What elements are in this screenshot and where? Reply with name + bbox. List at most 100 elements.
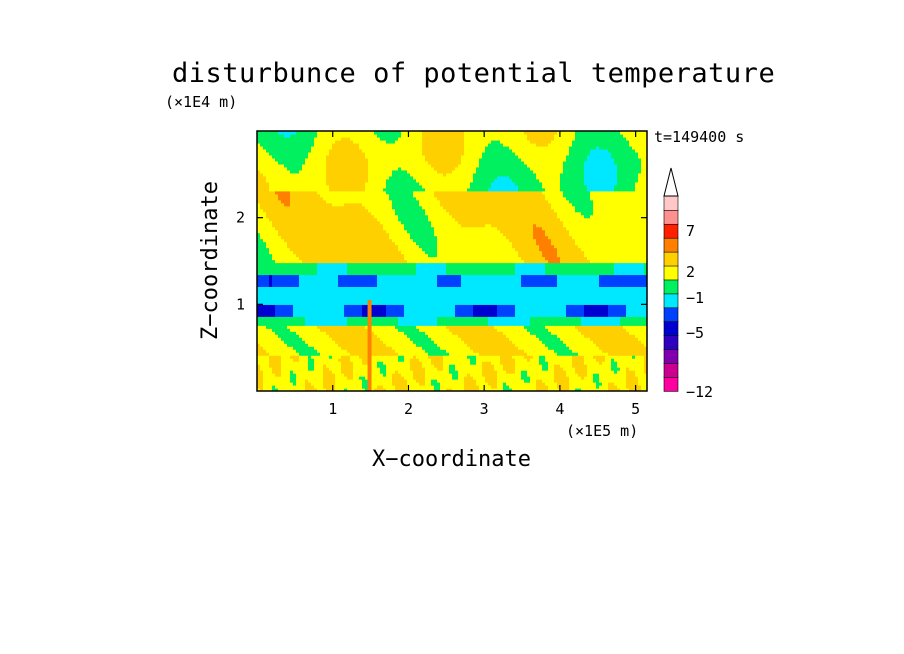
field-cell bbox=[371, 352, 375, 356]
field-cell bbox=[611, 313, 615, 317]
field-cell bbox=[314, 370, 318, 374]
field-cell bbox=[503, 283, 507, 287]
field-cell bbox=[278, 382, 282, 386]
field-cell bbox=[269, 319, 273, 323]
field-cell bbox=[410, 289, 414, 293]
field-cell bbox=[416, 361, 420, 365]
field-cell bbox=[476, 382, 480, 386]
field-cell bbox=[290, 379, 294, 383]
field-cell bbox=[551, 298, 555, 302]
field-cell bbox=[359, 274, 363, 279]
field-cell bbox=[413, 364, 417, 368]
field-cell bbox=[425, 340, 429, 344]
field-cell bbox=[464, 289, 468, 293]
field-cell bbox=[515, 286, 519, 290]
field-cell bbox=[395, 283, 399, 287]
field-cell bbox=[536, 385, 540, 389]
field-cell bbox=[473, 310, 477, 314]
field-cell bbox=[491, 367, 495, 371]
field-cell bbox=[563, 286, 567, 290]
field-cell bbox=[416, 322, 420, 326]
field-cell bbox=[542, 352, 546, 356]
field-cell bbox=[332, 295, 336, 299]
field-cell bbox=[644, 376, 647, 380]
field-cell bbox=[437, 379, 441, 383]
field-cell bbox=[359, 352, 363, 356]
field-cell bbox=[470, 379, 474, 383]
field-cell bbox=[545, 355, 549, 359]
field-cell bbox=[443, 385, 447, 389]
field-cell bbox=[467, 376, 471, 380]
field-cell bbox=[407, 361, 411, 365]
field-cell bbox=[635, 367, 639, 371]
field-cell bbox=[260, 283, 264, 287]
field-cell bbox=[329, 373, 333, 377]
field-cell bbox=[476, 388, 480, 391]
field-cell bbox=[266, 298, 270, 302]
field-cell bbox=[422, 334, 426, 338]
field-cell bbox=[488, 355, 492, 359]
field-cell bbox=[554, 295, 558, 299]
field-cell bbox=[458, 367, 462, 371]
field-cell bbox=[302, 364, 306, 368]
field-cell bbox=[509, 382, 513, 386]
field-cell bbox=[596, 325, 600, 329]
field-cell bbox=[311, 388, 315, 391]
field-cell bbox=[446, 343, 450, 347]
field-cell bbox=[596, 370, 600, 374]
field-cell bbox=[530, 316, 534, 320]
field-cell bbox=[617, 352, 621, 356]
field-cell bbox=[281, 280, 285, 285]
field-cell bbox=[347, 379, 351, 383]
field-cell bbox=[449, 301, 453, 305]
field-cell bbox=[545, 337, 549, 341]
field-cell bbox=[383, 370, 387, 374]
field-cell bbox=[629, 298, 633, 302]
field-cell bbox=[281, 346, 285, 350]
field-cell bbox=[410, 307, 414, 311]
field-cell bbox=[449, 340, 453, 344]
field-cell bbox=[476, 370, 480, 374]
field-cell bbox=[641, 367, 645, 371]
field-cell bbox=[365, 301, 369, 305]
field-cell bbox=[329, 322, 333, 326]
field-cell bbox=[506, 307, 510, 311]
field-cell bbox=[572, 280, 576, 285]
field-cell bbox=[635, 313, 639, 317]
field-cell bbox=[425, 379, 429, 383]
field-cell bbox=[623, 388, 627, 391]
field-cell bbox=[506, 364, 510, 368]
field-cell bbox=[575, 304, 579, 308]
field-cell bbox=[296, 364, 300, 368]
field-cell bbox=[533, 388, 537, 391]
field-cell bbox=[557, 301, 561, 305]
field-cell bbox=[287, 376, 291, 380]
field-cell bbox=[641, 334, 645, 338]
field-cell bbox=[518, 370, 522, 374]
field-cell bbox=[590, 364, 594, 368]
field-cell bbox=[461, 346, 465, 350]
field-cell bbox=[317, 337, 321, 341]
field-cell bbox=[371, 331, 375, 335]
field-cell bbox=[398, 325, 402, 329]
field-cell bbox=[266, 364, 270, 368]
field-cell bbox=[611, 304, 615, 308]
field-cell bbox=[533, 355, 537, 359]
field-cell bbox=[290, 370, 294, 374]
field-cell bbox=[320, 352, 324, 356]
field-cell bbox=[380, 313, 384, 317]
field-cell bbox=[539, 316, 543, 320]
field-cell bbox=[506, 319, 510, 323]
field-cell bbox=[290, 331, 294, 335]
field-cell bbox=[335, 277, 339, 282]
field-cell bbox=[443, 307, 447, 311]
field-cell bbox=[488, 298, 492, 302]
field-cell bbox=[452, 370, 456, 374]
field-cell bbox=[635, 364, 639, 368]
field-cell bbox=[332, 307, 336, 311]
field-cell bbox=[374, 334, 378, 338]
field-cell bbox=[380, 328, 384, 332]
field-cell bbox=[509, 277, 513, 282]
field-cell bbox=[431, 376, 435, 380]
field-cell bbox=[344, 274, 348, 279]
